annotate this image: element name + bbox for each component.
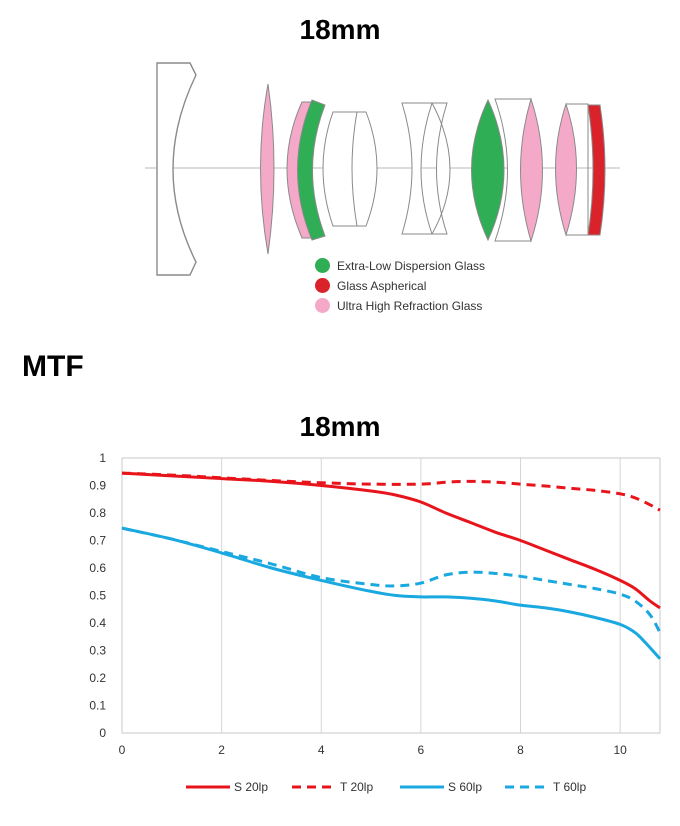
chart-title: 18mm bbox=[299, 411, 381, 442]
lens-element-8 bbox=[431, 102, 451, 235]
x-tick-label: 0 bbox=[119, 743, 126, 757]
green-dot-icon bbox=[315, 258, 330, 273]
pink-dot-icon bbox=[315, 298, 330, 313]
plot-frame bbox=[121, 457, 661, 734]
lens-element-12 bbox=[555, 102, 577, 237]
legend-ed-glass: Extra-Low Dispersion Glass bbox=[315, 258, 485, 273]
legend-aspherical-label: Glass Aspherical bbox=[337, 278, 427, 293]
y-tick-label: 0.2 bbox=[89, 671, 106, 685]
legend-label-s-60lp: S 60lp bbox=[448, 780, 482, 794]
x-tick-label: 2 bbox=[218, 743, 225, 757]
y-tick-label: 0.9 bbox=[89, 479, 106, 493]
diagram-title: 18mm bbox=[299, 14, 381, 45]
lens-element-2 bbox=[260, 83, 275, 255]
lens-element-11 bbox=[520, 97, 543, 243]
legend-ed-glass-label: Extra-Low Dispersion Glass bbox=[337, 258, 486, 273]
y-tick-label: 0.4 bbox=[89, 616, 106, 630]
legend-label-t-20lp: T 20lp bbox=[340, 780, 373, 794]
tick-layer: 0 2 4 6 8 10 0 0.1 0.2 0.3 0.4 0.5 0.6 0.7 0.8 0.9 1 bbox=[89, 451, 627, 757]
x-tick-label: 6 bbox=[418, 743, 425, 757]
lens-element-13 bbox=[566, 103, 589, 236]
lens-element-14 bbox=[587, 104, 606, 236]
legend-aspherical: Glass Aspherical bbox=[315, 278, 426, 293]
mtf-heading: MTF bbox=[22, 350, 84, 383]
legend-label-t-60lp: T 60lp bbox=[553, 780, 586, 794]
series-line-s-20lp bbox=[121, 471, 661, 610]
mtf-chart: 0 2 4 6 8 10 0 0.1 0.2 0.3 0.4 0.5 0.6 0.7 0.8 0.9 1 S 2… bbox=[89, 451, 662, 794]
lens-element-6 bbox=[351, 111, 378, 227]
legend-uhr-glass: Ultra High Refraction Glass bbox=[315, 298, 482, 313]
red-dot-icon bbox=[315, 278, 330, 293]
y-tick-label: 0.6 bbox=[89, 561, 106, 575]
y-tick-label: 0 bbox=[99, 726, 106, 740]
y-tick-label: 1 bbox=[99, 451, 106, 465]
y-tick-label: 0.7 bbox=[89, 534, 106, 548]
y-tick-label: 0.1 bbox=[89, 699, 106, 713]
y-tick-label: 0.5 bbox=[89, 589, 106, 603]
legend-label-s-20lp: S 20lp bbox=[234, 780, 268, 794]
lens-element-9 bbox=[471, 98, 505, 242]
y-tick-label: 0.3 bbox=[89, 644, 106, 658]
series-line-t-20lp bbox=[121, 471, 661, 512]
legend-uhr-glass-label: Ultra High Refraction Glass bbox=[337, 298, 483, 313]
x-tick-label: 10 bbox=[613, 743, 627, 757]
lens-diagram bbox=[145, 62, 620, 276]
x-tick-label: 8 bbox=[517, 743, 524, 757]
y-tick-label: 0.8 bbox=[89, 506, 106, 520]
chart-legend: S 20lp T 20lp S 60lp T 60lp bbox=[186, 780, 586, 794]
series-layer bbox=[121, 471, 662, 660]
lens-element-4 bbox=[297, 99, 326, 241]
series-line-s-60lp bbox=[121, 526, 662, 660]
x-tick-label: 4 bbox=[318, 743, 325, 757]
series-line-t-60lp bbox=[121, 526, 662, 634]
lens-element-1 bbox=[156, 62, 197, 276]
